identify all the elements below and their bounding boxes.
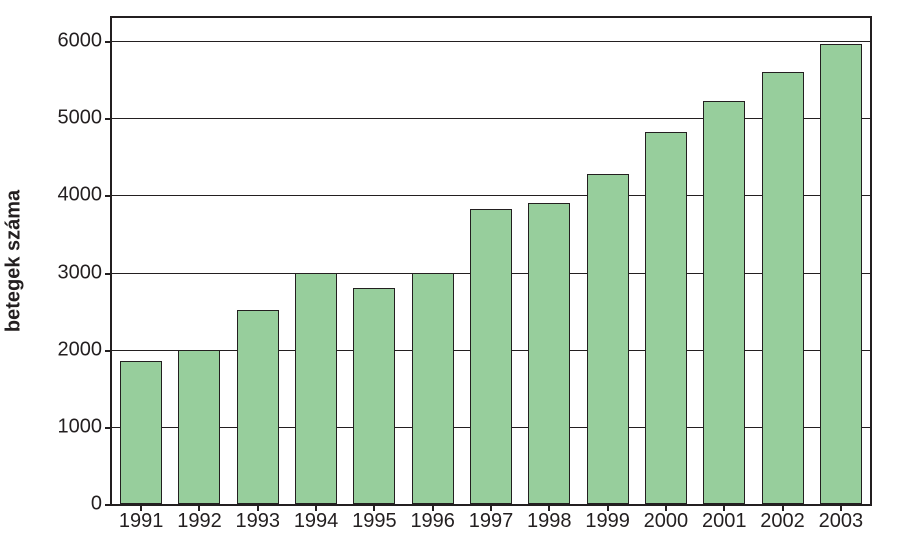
x-tick-label: 2003 (819, 510, 864, 533)
x-tick-label: 1995 (352, 510, 397, 533)
bar (703, 101, 745, 504)
grid-line (112, 118, 870, 119)
bar (528, 203, 570, 504)
bar (762, 72, 804, 504)
y-tick-mark (105, 427, 112, 429)
y-tick-label: 4000 (58, 184, 103, 207)
x-tick-label: 1996 (410, 510, 455, 533)
y-tick-label: 1000 (58, 415, 103, 438)
x-tick-label: 1991 (119, 510, 164, 533)
x-tick-label: 1998 (527, 510, 572, 533)
y-tick-mark (105, 273, 112, 275)
bar (820, 44, 862, 504)
bar (470, 209, 512, 504)
x-tick-label: 1994 (294, 510, 339, 533)
bar (645, 132, 687, 504)
bar (178, 350, 220, 504)
x-tick-label: 1997 (469, 510, 514, 533)
y-axis-label: betegek száma (3, 190, 26, 332)
y-tick-label: 5000 (58, 107, 103, 130)
y-tick-mark (105, 118, 112, 120)
grid-line (112, 41, 870, 42)
bar (237, 310, 279, 504)
y-tick-mark (105, 504, 112, 506)
x-tick-label: 1993 (236, 510, 281, 533)
bar (412, 273, 454, 504)
x-tick-label: 2001 (702, 510, 747, 533)
bar (587, 174, 629, 504)
y-tick-label: 6000 (58, 30, 103, 53)
y-tick-mark (105, 41, 112, 43)
y-tick-label: 2000 (58, 338, 103, 361)
grid-line (112, 195, 870, 196)
plot-area: 0100020003000400050006000199119921993199… (110, 16, 872, 506)
bar (295, 273, 337, 504)
bar (353, 288, 395, 504)
x-tick-label: 1999 (585, 510, 630, 533)
x-tick-label: 2002 (760, 510, 805, 533)
bar-chart: betegek száma 01000200030004000500060001… (0, 0, 899, 559)
bar (120, 361, 162, 504)
y-tick-label: 3000 (58, 261, 103, 284)
x-tick-label: 2000 (644, 510, 689, 533)
y-tick-label: 0 (91, 493, 102, 516)
x-tick-label: 1992 (177, 510, 222, 533)
y-tick-mark (105, 195, 112, 197)
y-tick-mark (105, 350, 112, 352)
